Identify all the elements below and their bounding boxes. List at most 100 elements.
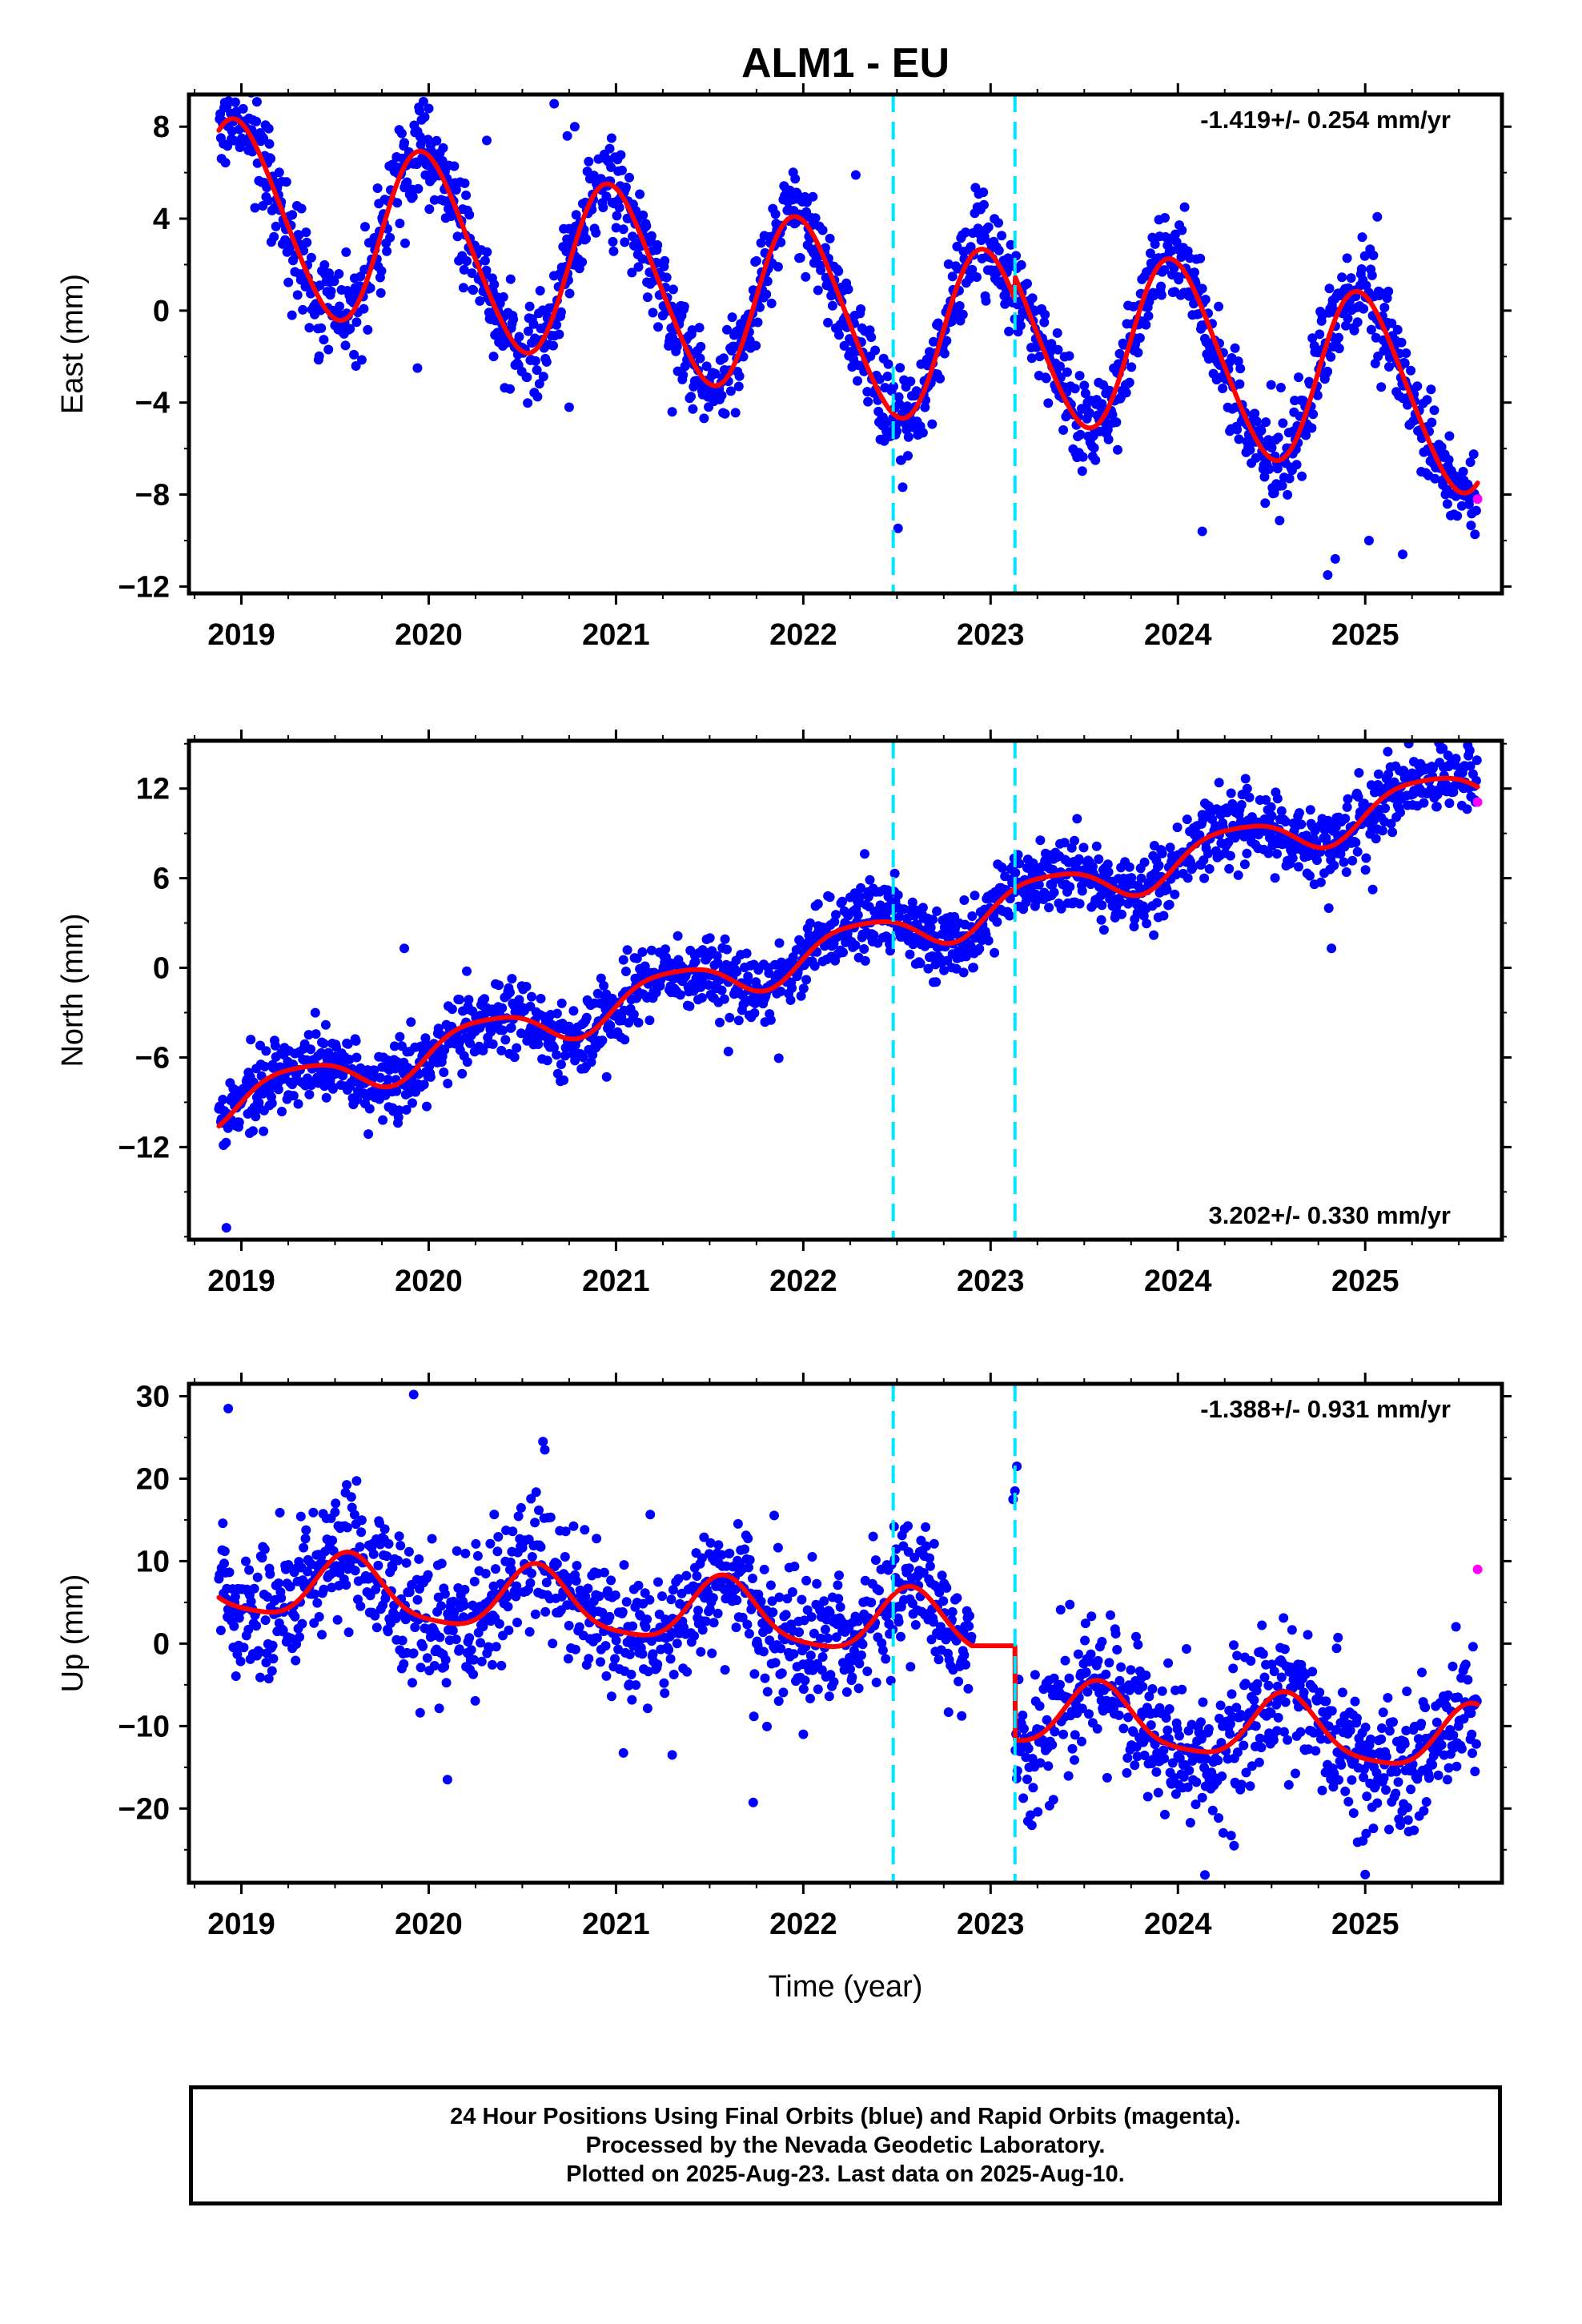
final-point xyxy=(1090,455,1101,465)
final-point xyxy=(291,1655,301,1666)
final-point xyxy=(468,285,479,296)
final-point xyxy=(538,372,548,382)
final-point xyxy=(1065,1599,1075,1610)
final-point xyxy=(1323,366,1333,376)
final-point xyxy=(259,1126,269,1136)
chart-title: ALM1 - EU xyxy=(741,40,950,86)
final-point xyxy=(1329,860,1339,870)
final-point xyxy=(1280,817,1291,826)
final-point xyxy=(847,1672,857,1683)
final-point xyxy=(1343,313,1353,324)
final-point xyxy=(1158,911,1169,921)
final-point xyxy=(1259,472,1270,482)
final-point xyxy=(1242,848,1252,858)
final-point xyxy=(856,304,866,314)
final-point xyxy=(1124,377,1134,388)
final-point xyxy=(917,903,928,913)
final-point xyxy=(722,944,732,955)
final-point xyxy=(1117,909,1126,919)
final-point xyxy=(494,1618,504,1629)
final-point xyxy=(1171,237,1182,247)
final-point xyxy=(263,195,273,206)
final-point xyxy=(1324,283,1335,294)
final-point xyxy=(805,1694,815,1703)
final-point xyxy=(627,267,637,278)
final-point xyxy=(412,363,423,373)
final-point xyxy=(580,1525,590,1535)
final-point xyxy=(961,227,971,238)
final-point xyxy=(317,1630,327,1640)
final-point xyxy=(466,1645,476,1655)
final-point xyxy=(1091,841,1102,851)
final-point xyxy=(1157,848,1167,858)
final-point xyxy=(1195,830,1205,840)
final-point xyxy=(1263,848,1274,858)
final-point xyxy=(372,183,383,193)
final-point xyxy=(923,963,934,974)
final-point xyxy=(1162,884,1172,895)
final-point xyxy=(820,941,829,951)
final-point xyxy=(1094,854,1104,864)
final-point xyxy=(1170,870,1181,880)
final-point xyxy=(525,1578,536,1588)
final-point xyxy=(768,1607,778,1618)
final-point xyxy=(1451,754,1461,764)
final-point xyxy=(1058,425,1069,435)
final-point xyxy=(618,224,628,235)
final-point xyxy=(505,384,515,394)
final-point xyxy=(1188,862,1199,872)
final-point xyxy=(356,1527,367,1538)
final-point xyxy=(400,943,409,954)
final-point xyxy=(1283,489,1293,500)
final-point xyxy=(571,210,581,220)
final-point xyxy=(612,211,622,221)
final-point xyxy=(536,994,546,1003)
final-point xyxy=(642,1614,652,1625)
final-point xyxy=(224,1567,235,1578)
final-point xyxy=(611,223,621,233)
final-point xyxy=(903,432,913,442)
final-point xyxy=(493,1532,504,1542)
final-point xyxy=(447,1004,457,1015)
final-point xyxy=(732,967,742,977)
final-point xyxy=(966,242,976,252)
final-point xyxy=(1073,1649,1083,1659)
final-point xyxy=(1067,1743,1078,1754)
final-point xyxy=(657,1591,667,1602)
final-point xyxy=(496,1660,507,1671)
final-point xyxy=(1352,846,1363,857)
final-point xyxy=(1360,865,1371,875)
final-point xyxy=(534,1505,544,1515)
final-point xyxy=(1251,416,1262,426)
final-point xyxy=(1383,746,1393,757)
final-point xyxy=(440,1655,451,1665)
final-point xyxy=(896,1631,905,1642)
final-point xyxy=(972,272,982,282)
final-point xyxy=(1334,332,1343,343)
final-point xyxy=(397,1635,408,1646)
final-point xyxy=(994,245,1004,255)
final-point xyxy=(787,1587,797,1597)
final-point xyxy=(1143,311,1154,321)
final-point xyxy=(753,317,763,328)
final-point xyxy=(423,1570,433,1580)
final-point xyxy=(817,225,828,235)
final-point xyxy=(776,237,786,247)
final-point xyxy=(748,1574,757,1583)
final-point xyxy=(644,1594,655,1605)
final-point xyxy=(560,1552,570,1562)
final-point xyxy=(893,523,903,533)
final-point xyxy=(218,1518,228,1529)
final-point xyxy=(462,966,472,976)
final-point xyxy=(1409,757,1419,767)
final-point xyxy=(1266,380,1276,390)
final-point xyxy=(1159,265,1170,275)
x-tick-label: 2022 xyxy=(769,618,837,652)
final-point xyxy=(369,1065,379,1076)
final-point xyxy=(1047,880,1058,891)
final-point xyxy=(686,392,696,402)
final-point xyxy=(616,150,626,160)
final-point xyxy=(330,1507,340,1518)
final-point xyxy=(807,1552,817,1562)
final-point xyxy=(997,231,1007,241)
